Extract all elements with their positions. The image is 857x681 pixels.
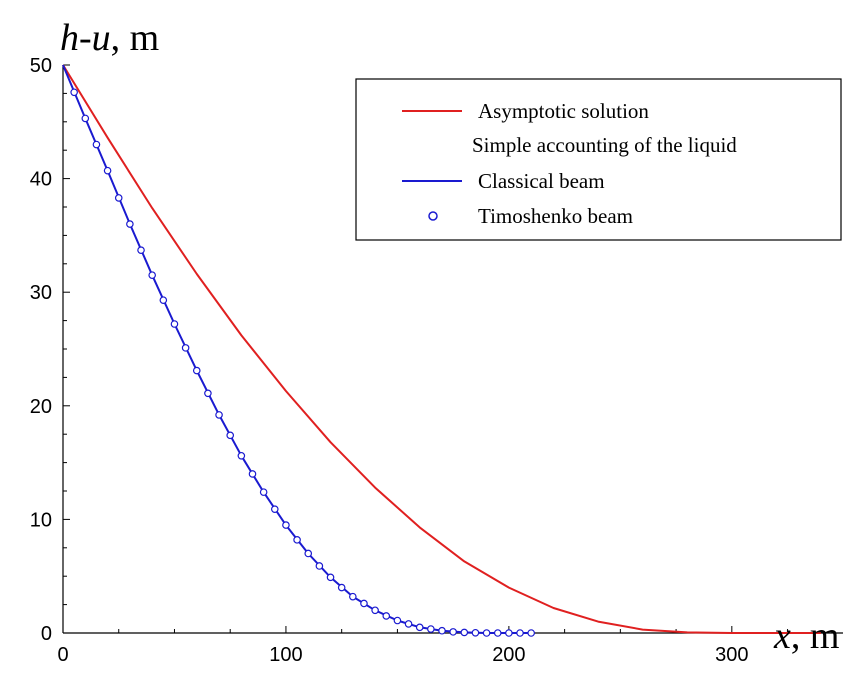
timoshenko-point (226, 431, 235, 440)
legend-box (355, 78, 842, 241)
timoshenko-point (460, 628, 469, 637)
timoshenko-point (304, 549, 313, 558)
timoshenko-point (427, 625, 435, 633)
timoshenko-point (114, 194, 123, 202)
y-axis-title-var-u: u (92, 17, 111, 59)
x-axis-title-unit: , m (791, 615, 840, 657)
y-tick-label: 40 (30, 169, 52, 191)
timoshenko-point (92, 140, 101, 149)
legend: Asymptotic solution Simple accounting of… (355, 78, 842, 241)
timoshenko-point (337, 583, 346, 592)
series-line-0 (62, 64, 821, 634)
y-axis-title-var-h: h (60, 17, 79, 59)
timoshenko-point (315, 562, 324, 570)
timoshenko-point (215, 411, 223, 419)
timoshenko-point (293, 536, 301, 544)
timoshenko-point (371, 606, 379, 615)
y-tick-label: 50 (30, 55, 52, 77)
timoshenko-point (449, 628, 457, 636)
x-tick-label: 300 (715, 644, 748, 666)
legend-label-classical: Classical beam (478, 169, 605, 193)
legend-label-asymptotic: Asymptotic solution (478, 99, 649, 123)
timoshenko-point (527, 629, 535, 637)
timoshenko-point (170, 320, 179, 328)
y-tick-label: 10 (30, 509, 52, 531)
timoshenko-point (326, 573, 335, 582)
timoshenko-point (482, 629, 491, 637)
y-tick-label: 20 (30, 396, 52, 418)
y-axis-title: h-u, m (60, 17, 159, 59)
timoshenko-point (248, 470, 257, 478)
y-tick-label: 30 (30, 282, 52, 304)
y-tick-label: 0 (41, 623, 52, 645)
timoshenko-point (181, 344, 190, 352)
timoshenko-point (148, 271, 156, 279)
timoshenko-point (126, 220, 134, 228)
y-axis-title-dash: - (79, 17, 92, 59)
x-axis-title-var: x (773, 615, 791, 657)
x-tick-label: 100 (269, 644, 302, 666)
timoshenko-point (237, 451, 246, 460)
timoshenko-point (270, 505, 279, 513)
timoshenko-point (103, 166, 112, 175)
legend-marker-timoshenko (428, 211, 438, 221)
x-tick-label: 0 (57, 644, 68, 666)
timoshenko-point (415, 623, 424, 632)
timoshenko-point (404, 620, 413, 628)
timoshenko-point (192, 366, 201, 375)
timoshenko-point (282, 521, 290, 529)
timoshenko-point (505, 629, 513, 637)
x-axis-title: x, m (773, 615, 839, 657)
timoshenko-point (349, 592, 357, 601)
timoshenko-point (360, 599, 368, 608)
timoshenko-point (382, 612, 391, 620)
timoshenko-point (137, 246, 145, 254)
legend-label-simple-liquid: Simple accounting of the liquid (472, 133, 737, 157)
x-tick-label: 200 (492, 644, 525, 666)
timoshenko-point (70, 88, 78, 97)
timoshenko-point (516, 629, 524, 637)
y-axis-title-unit: , m (111, 17, 160, 59)
timoshenko-point (471, 628, 480, 637)
timoshenko-point (438, 626, 446, 635)
timoshenko-point (81, 114, 90, 123)
legend-label-timoshenko: Timoshenko beam (478, 204, 633, 228)
timoshenko-point (159, 296, 168, 304)
timoshenko-point (259, 488, 268, 496)
timoshenko-point (393, 616, 402, 625)
timoshenko-point (493, 629, 502, 637)
timoshenko-point (204, 389, 212, 398)
